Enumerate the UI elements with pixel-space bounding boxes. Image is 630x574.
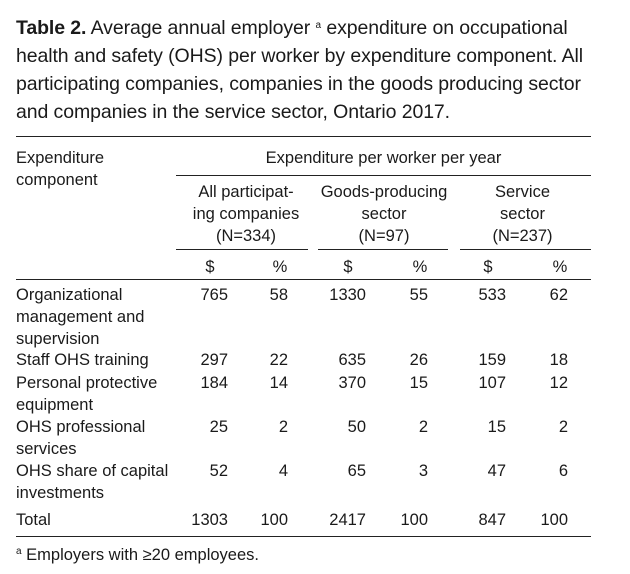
row-label: management and xyxy=(16,308,145,326)
table-cell: 635 xyxy=(338,351,366,369)
table-cell: 533 xyxy=(478,286,506,304)
table-cell: 370 xyxy=(338,374,366,392)
table-cell: 4 xyxy=(278,462,288,480)
spanner-header: Expenditure per worker per year xyxy=(265,149,502,167)
table-cell: 100 xyxy=(400,511,428,529)
table-cell: 3 xyxy=(418,462,428,480)
footnote-text: Employers with ≥20 employees. xyxy=(26,546,259,564)
table-cell: 159 xyxy=(478,351,506,369)
table-cell: 26 xyxy=(409,351,428,369)
group-rule-goods xyxy=(318,249,448,250)
table-cell: 47 xyxy=(487,462,506,480)
group-header-service-line2: sector xyxy=(500,205,545,223)
row-label: investments xyxy=(16,484,105,502)
row-label-total: Total xyxy=(16,511,51,529)
unit-header-percent: % xyxy=(552,258,568,276)
table-cell: 25 xyxy=(209,418,228,436)
unit-header-dollar: $ xyxy=(343,258,353,276)
table-cell: 100 xyxy=(540,511,568,529)
table-cell: 2417 xyxy=(329,511,366,529)
top-rule xyxy=(16,136,591,137)
table-label: Table 2. xyxy=(16,17,87,39)
table-cell: 22 xyxy=(269,351,288,369)
table-cell: 55 xyxy=(409,286,428,304)
caption-text-start: Average annual employer xyxy=(90,17,311,39)
group-rule-service xyxy=(460,249,591,250)
unit-header-dollar: $ xyxy=(483,258,493,276)
table-cell: 15 xyxy=(487,418,506,436)
spanner-rule xyxy=(176,175,591,176)
row-label: services xyxy=(16,440,77,458)
unit-header-percent: % xyxy=(412,258,428,276)
stub-header-line1: Expenditure xyxy=(16,149,105,167)
group-header-goods-line2: sector xyxy=(361,205,407,223)
group-header-all-line1: All participat- xyxy=(198,183,294,201)
group-header-goods-line1: Goods-producing xyxy=(320,183,448,201)
table-cell: 62 xyxy=(549,286,568,304)
stub-header-line2: component xyxy=(16,171,98,189)
table-cell: 50 xyxy=(347,418,366,436)
table-cell: 12 xyxy=(549,374,568,392)
table-cell: 18 xyxy=(549,351,568,369)
table-cell: 52 xyxy=(209,462,228,480)
unit-header-percent: % xyxy=(272,258,288,276)
table-cell: 100 xyxy=(260,511,288,529)
table-cell: 2 xyxy=(558,418,568,436)
table-cell: 297 xyxy=(200,351,228,369)
table-caption: Table 2. Average annual employer a expen… xyxy=(16,12,616,126)
row-label: Personal protective xyxy=(16,374,158,392)
row-label: Organizational xyxy=(16,286,123,304)
table-cell: 15 xyxy=(409,374,428,392)
table-footnote: a Employers with ≥20 employees. xyxy=(16,542,259,565)
table-cell: 6 xyxy=(558,462,568,480)
caption-footnote-marker: a xyxy=(315,20,322,31)
caption-text-end: expenditure on occupational health and s… xyxy=(16,17,583,123)
row-label: OHS share of capital xyxy=(16,462,169,480)
group-header-all-line3: (N=334) xyxy=(215,227,277,245)
table-cell: 184 xyxy=(200,374,228,392)
table-cell: 65 xyxy=(347,462,366,480)
group-header-all-line2: ing companies xyxy=(192,205,300,223)
table-cell: 1330 xyxy=(329,286,366,304)
row-label: Staff OHS training xyxy=(16,351,149,369)
table-cell: 1303 xyxy=(191,511,228,529)
group-header-service-line3: (N=237) xyxy=(492,227,553,245)
row-label: equipment xyxy=(16,396,94,414)
bottom-rule xyxy=(16,536,591,537)
table-cell: 58 xyxy=(269,286,288,304)
header-bottom-rule xyxy=(16,279,591,280)
table-cell: 2 xyxy=(418,418,428,436)
table-cell: 847 xyxy=(478,511,506,529)
footnote-marker: a xyxy=(16,546,22,557)
row-label: supervision xyxy=(16,330,100,348)
table-cell: 2 xyxy=(278,418,288,436)
row-label: OHS professional xyxy=(16,418,146,436)
table-cell: 765 xyxy=(200,286,228,304)
table-cell: 14 xyxy=(269,374,288,392)
group-header-service-line1: Service xyxy=(494,183,551,201)
group-header-goods-line3: (N=97) xyxy=(358,227,410,245)
table-cell: 107 xyxy=(478,374,506,392)
unit-header-dollar: $ xyxy=(205,258,215,276)
group-rule-all xyxy=(176,249,308,250)
